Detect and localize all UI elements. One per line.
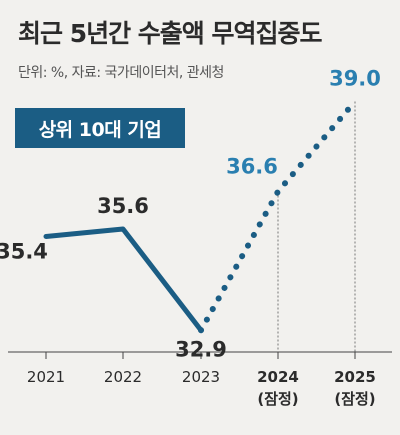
chart-title: 최근 5년간 수출액 무역집중도	[18, 19, 323, 48]
value-label-2025: 39.0	[329, 67, 381, 91]
x-tick-label-2025: 2025	[334, 368, 376, 386]
series-line-solid	[43, 226, 204, 333]
value-label-2022: 35.6	[97, 194, 149, 218]
x-tick-label-2021: 2021	[27, 368, 65, 386]
x-tick-sublabel-2025: (잠정)	[334, 390, 375, 408]
value-label-2021: 35.4	[0, 240, 48, 264]
series-badge: 상위 10대 기업	[15, 108, 185, 148]
x-tick-label-2022: 2022	[104, 368, 142, 386]
x-tick-sublabel-2024: (잠정)	[257, 390, 298, 408]
x-tick-label-2024: 2024	[257, 368, 299, 386]
series-line-dotted	[198, 98, 358, 334]
value-label-2023: 32.9	[175, 337, 227, 361]
value-label-2024: 36.6	[226, 155, 278, 179]
unit-source-note: 단위: %, 자료: 국가데이터처, 관세청	[18, 65, 224, 81]
x-tick-label-2023: 2023	[182, 368, 220, 386]
